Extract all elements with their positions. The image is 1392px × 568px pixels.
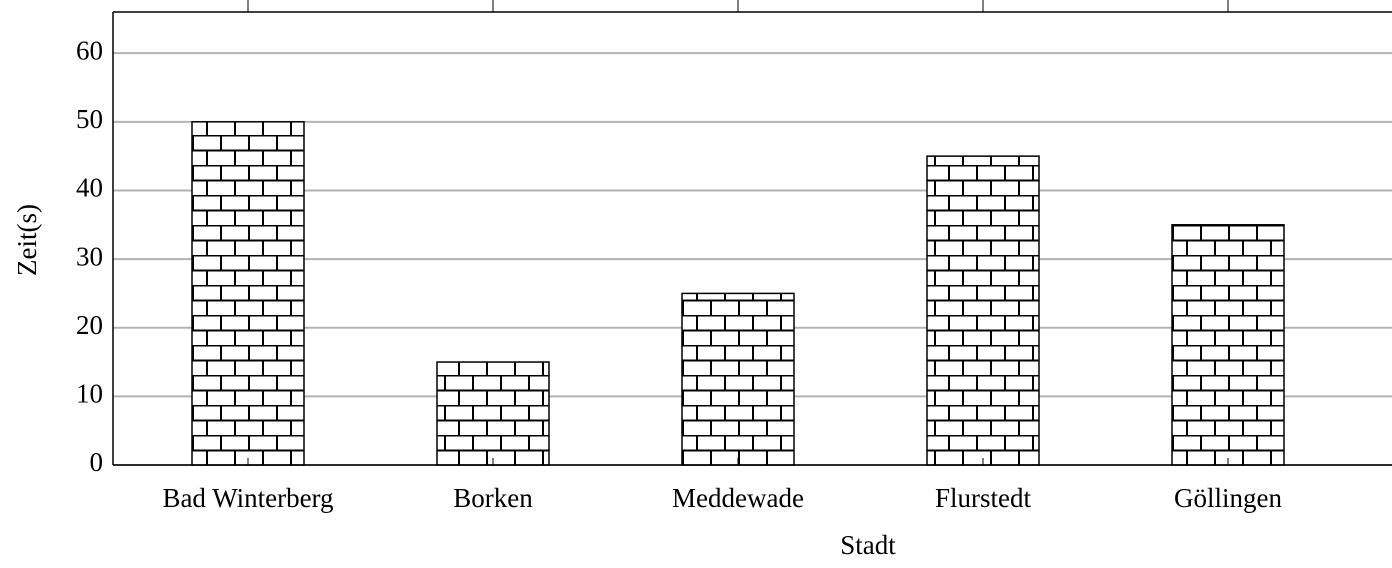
y-axis-label: Zeit(s)	[12, 204, 42, 276]
x-tick-label: Göllingen	[1174, 483, 1282, 513]
x-axis-label: Stadt	[840, 530, 896, 560]
bar	[1171, 224, 1285, 466]
y-tick-label: 20	[76, 310, 103, 340]
bar	[436, 361, 550, 466]
bar	[191, 121, 305, 466]
y-tick-label: 40	[76, 173, 103, 203]
y-tick-label: 0	[90, 447, 104, 477]
x-tick-label: Bad Winterberg	[162, 483, 333, 513]
y-tick-label: 50	[76, 104, 103, 134]
y-tick-label: 30	[76, 241, 103, 271]
bar	[926, 155, 1040, 466]
bar	[681, 292, 795, 466]
x-tick-label: Borken	[453, 483, 533, 513]
y-tick-label: 10	[76, 379, 103, 409]
x-tick-label: Flurstedt	[935, 483, 1032, 513]
y-tick-label: 60	[76, 35, 103, 65]
x-tick-label: Meddewade	[672, 483, 804, 513]
